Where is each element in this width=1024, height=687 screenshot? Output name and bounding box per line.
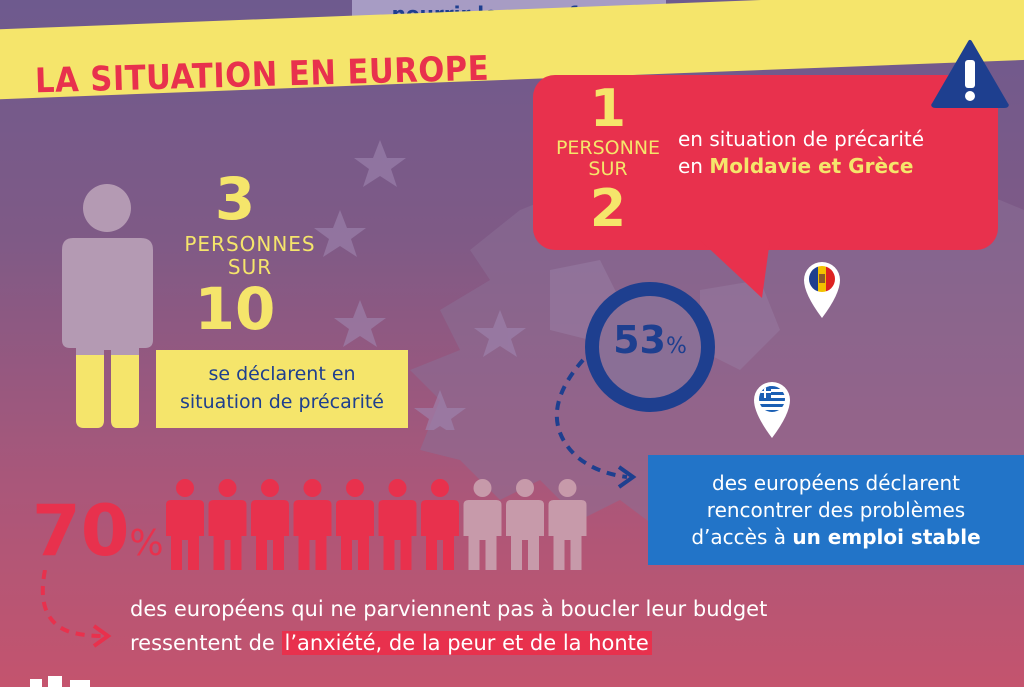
arrow-icon [40,570,112,648]
ring-text-3: d’accès à un emploi stable [648,525,1024,549]
speech-bubble-tail [700,240,770,298]
stat-ring [585,282,715,412]
bubble-text-2-bold: Moldavie et Grèce [709,154,914,178]
stat-left-box [156,350,408,428]
warning-icon [931,40,1009,108]
bubble-denominator: 2 [589,179,627,239]
moldova-flag-icon [804,262,840,318]
ring-value-number: 53 [613,318,666,362]
person-icon [62,184,153,428]
stat-left-label-1: PERSONNES [184,232,316,256]
person-icon-highlighted [421,479,459,570]
ring-value-unit: % [665,334,687,359]
greece-flag-icon [754,382,790,438]
bottom-text-1: des européens qui ne parviennent pas à b… [130,597,768,621]
eu-stars [314,140,526,430]
stat-left-text-2: situation de précarité [180,391,384,413]
person-icon-highlighted [378,479,417,570]
cut-off-heading [30,676,90,687]
stat-left-denominator: 10 [194,275,276,343]
ring-text-3-bold: un emploi stable [792,525,981,549]
person-icon-highlighted [336,479,374,570]
bubble-numerator: 1 [589,79,627,139]
stat-left-label-2: SUR [227,255,273,279]
stat-left-numerator: 3 [214,165,256,233]
arrow-icon [554,358,637,489]
speech-bubble [533,75,998,250]
bubble-text-2-prefix: en [678,154,710,178]
person-icon [548,479,587,570]
person-icon-highlighted [166,479,204,570]
stat-ring-box [648,455,1024,565]
bubble-text-1: en situation de précarité [678,127,925,151]
person-icon-highlighted [293,479,332,570]
person-icon [506,479,544,570]
bottom-text-2-highlight: l’anxiété, de la peur et de la honte [281,631,652,655]
people-row [166,479,587,570]
bubble-label-2: SUR [588,158,628,180]
bottom-value-number: 70 [32,490,130,572]
stat-left-text-1: se déclarent en [208,363,356,385]
ring-text-3-prefix: d’accès à [691,525,793,549]
ring-value: 53% [583,318,717,362]
bubble-label-1: PERSONNE [555,137,661,159]
bottom-text-2-prefix: ressentent de [130,631,282,655]
bottom-value-unit: % [129,523,164,564]
person-icon-highlighted [208,479,247,570]
bottom-value: 70% [32,490,164,572]
bubble-text-2: en Moldavie et Grèce [678,154,913,178]
ring-text-2: rencontrer des problèmes [706,498,966,522]
person-icon [463,479,502,570]
bottom-text-2: ressentent de l’anxiété, de la peur et d… [130,631,652,655]
person-icon-highlighted [251,479,289,570]
ring-text-1: des européens déclarent [712,471,960,495]
